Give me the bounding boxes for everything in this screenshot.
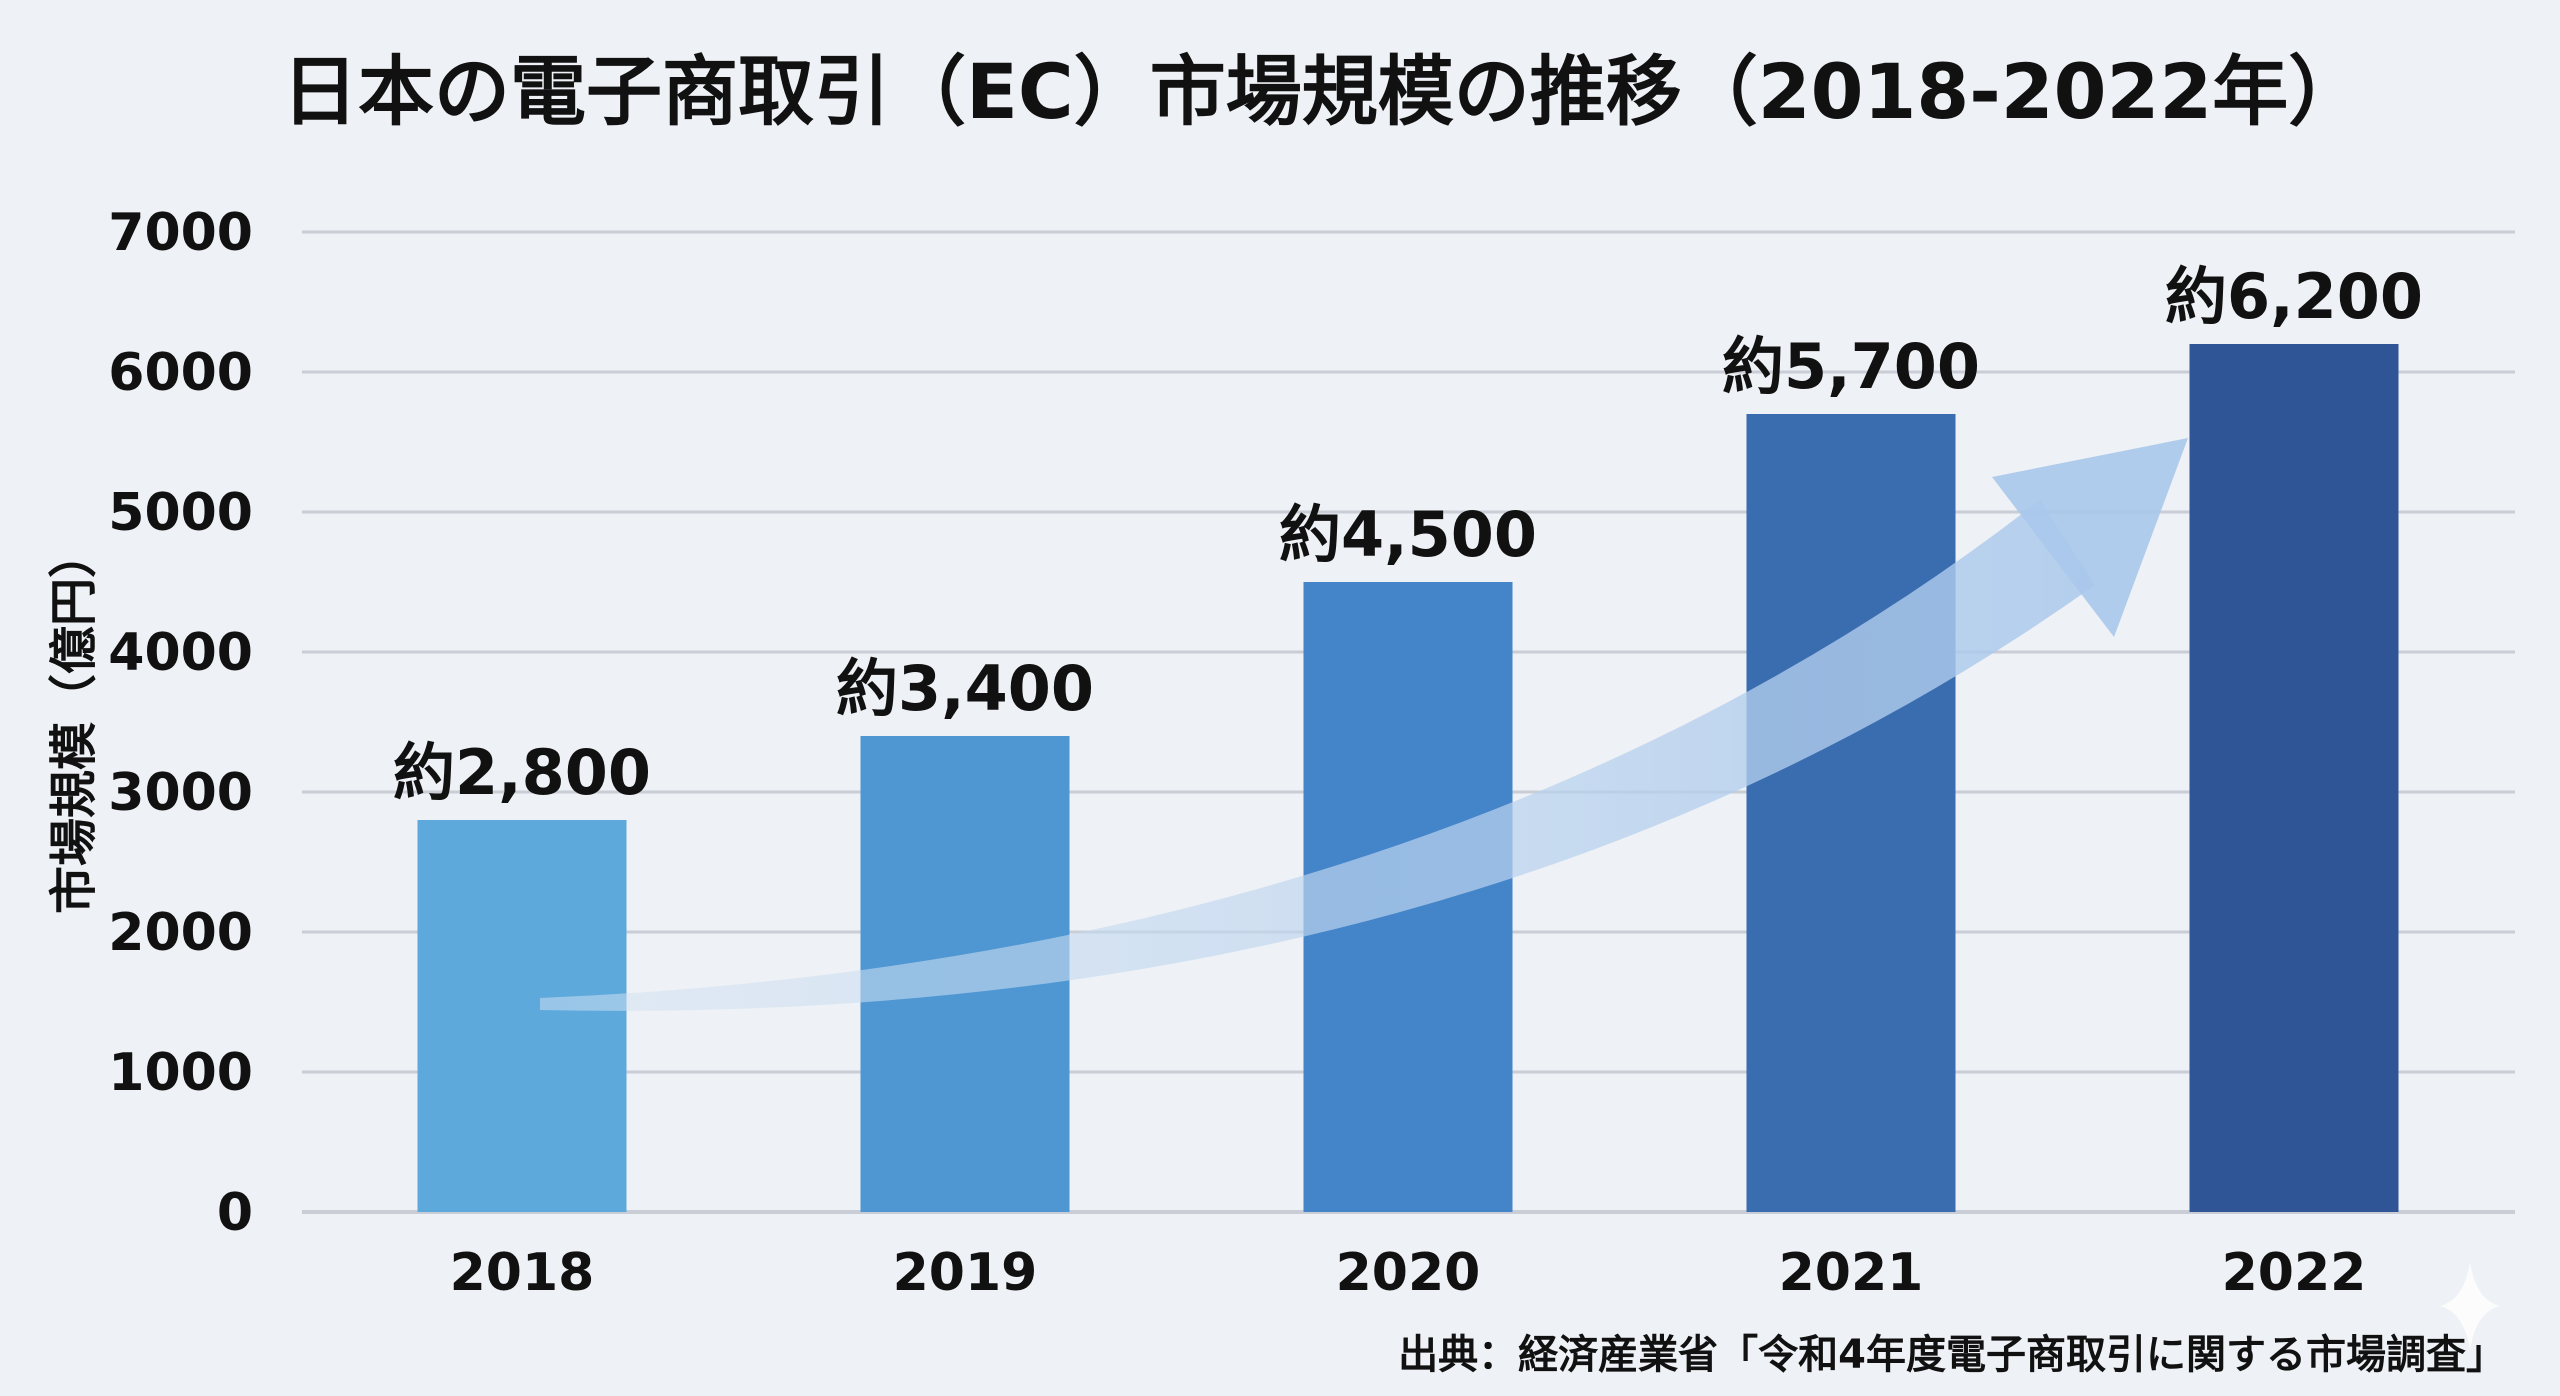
- y-tick-label: 2000: [108, 903, 253, 963]
- sparkle-icon: [2440, 1262, 2500, 1350]
- y-tick-label: 7000: [108, 203, 253, 263]
- data-label-2021: 約5,700: [1722, 330, 1980, 403]
- y-tick-label: 6000: [108, 343, 253, 403]
- trend-arrow-head: [1992, 438, 2188, 637]
- x-tick-label: 2018: [450, 1243, 595, 1303]
- data-labels: 約2,800 約3,400 約4,500 約5,700 約6,200: [393, 260, 2423, 809]
- bar-2018: [417, 820, 627, 1212]
- y-tick-label: 5000: [108, 483, 253, 543]
- data-label-2020: 約4,500: [1279, 498, 1537, 571]
- source-note: 出典：経済産業省「令和4年度電子商取引に関する市場調査」: [1398, 1332, 2506, 1378]
- data-label-2018: 約2,800: [393, 736, 651, 809]
- bar-2022: [2189, 344, 2399, 1212]
- data-label-2019: 約3,400: [836, 652, 1094, 725]
- x-tick-label: 2021: [1779, 1243, 1924, 1303]
- y-axis-label: 市場規模（億円）: [46, 530, 102, 914]
- trend-arrow: [540, 438, 2188, 1011]
- chart-title: 日本の電子商取引（EC）市場規模の推移（2018-2022年）: [282, 47, 2364, 136]
- y-tick-label: 1000: [108, 1043, 253, 1103]
- y-tick-label: 3000: [108, 763, 253, 823]
- y-axis-ticks: 0 1000 2000 3000 4000 5000 6000 7000: [108, 203, 253, 1243]
- x-tick-label: 2022: [2222, 1243, 2367, 1303]
- trend-arrow-body: [540, 500, 2095, 1011]
- x-axis-ticks: 2018 2019 2020 2021 2022: [450, 1243, 2367, 1303]
- y-tick-label: 0: [217, 1183, 253, 1243]
- x-tick-label: 2020: [1336, 1243, 1481, 1303]
- x-tick-label: 2019: [893, 1243, 1038, 1303]
- data-label-2022: 約6,200: [2165, 260, 2423, 333]
- y-tick-label: 4000: [108, 623, 253, 683]
- bar-2021: [1746, 414, 1956, 1212]
